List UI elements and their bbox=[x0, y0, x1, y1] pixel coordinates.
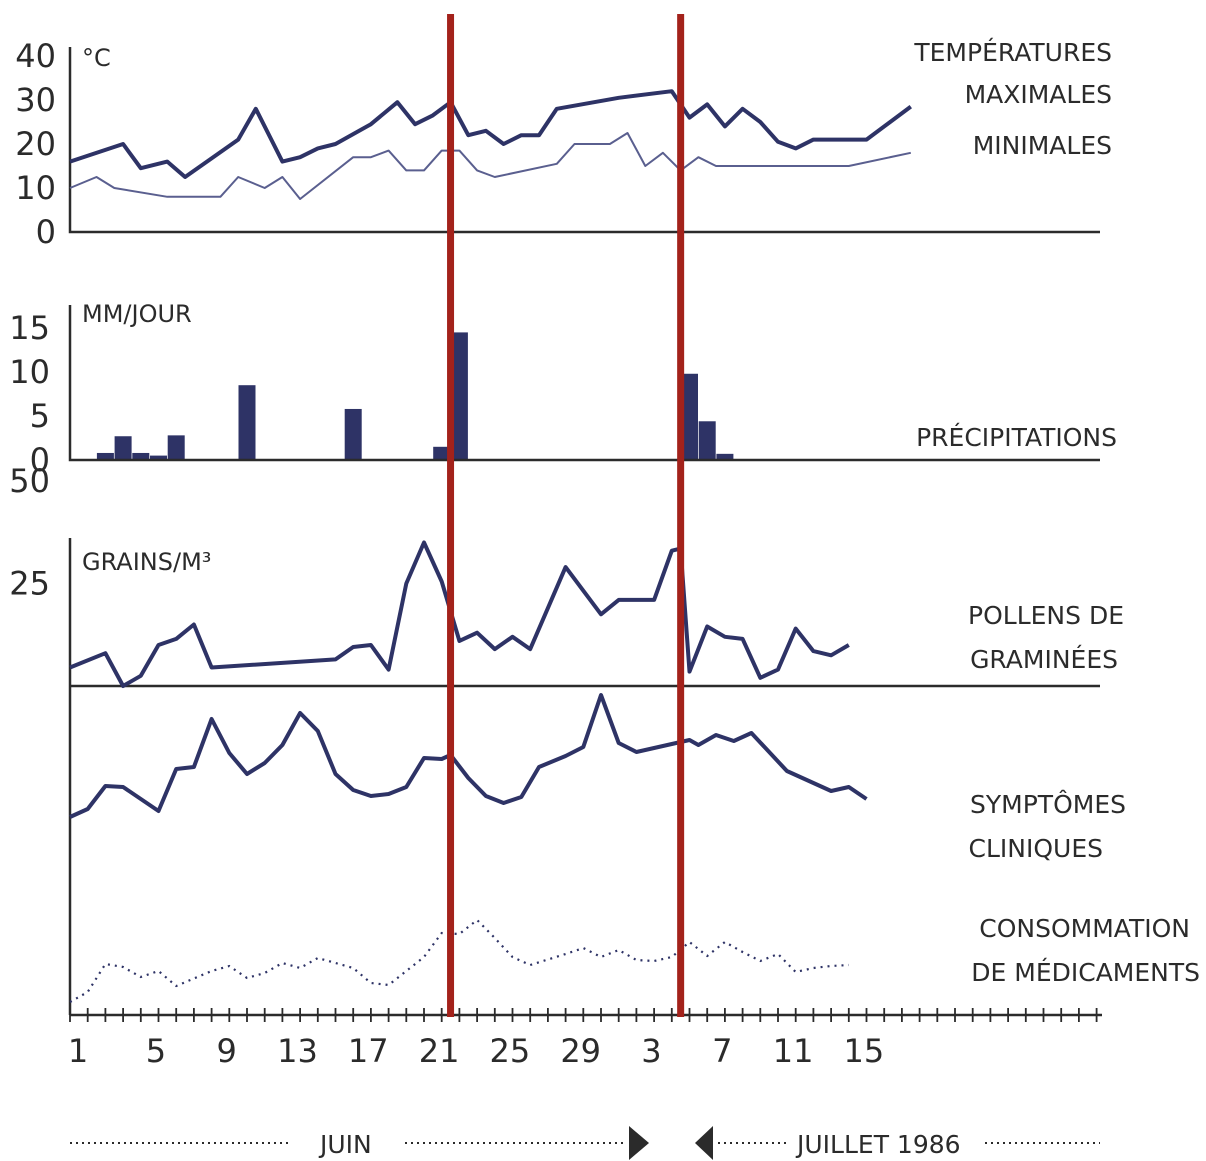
pollen-tick-50: 50 bbox=[9, 462, 50, 500]
symptoms-label-line1: SYMPTÔMES bbox=[970, 789, 1126, 819]
x-tick-label-11-10: 11 bbox=[773, 1032, 814, 1070]
precip-bar-day-23 bbox=[450, 332, 468, 460]
month-june: JUIN bbox=[318, 1130, 372, 1159]
precip-tick-5: 5 bbox=[30, 397, 50, 435]
x-tick-label-17-4: 17 bbox=[348, 1032, 389, 1070]
x-tick-label-7-9: 7 bbox=[712, 1032, 732, 1070]
precip-bar-day-5 bbox=[132, 452, 150, 460]
precip-bar-day-7 bbox=[167, 435, 185, 460]
temp-tick-40: 40 bbox=[15, 37, 56, 75]
health-panel: GRAINS/M³ 25 50 POLLENS DE GRAMINÉES SYMP… bbox=[9, 462, 1200, 1015]
pollen-unit-label: GRAINS/M³ bbox=[82, 548, 211, 576]
x-tick-label-1-0: 1 bbox=[68, 1032, 88, 1070]
precipitation-panel: MM/JOUR 0 5 10 15 PRÉCIPITATIONS bbox=[9, 300, 1117, 479]
legend-maximales: MAXIMALES bbox=[965, 80, 1112, 109]
x-tick-label-3-8: 3 bbox=[641, 1032, 661, 1070]
legend-minimales: MINIMALES bbox=[973, 131, 1112, 160]
precip-bar-day-22 bbox=[433, 446, 451, 460]
precip-bars bbox=[96, 332, 734, 460]
series-line-medicaments bbox=[69, 918, 849, 1003]
medication-label-line1: CONSOMMATION bbox=[979, 914, 1190, 943]
precip-bar-day-36 bbox=[681, 373, 698, 460]
month-legend: JUIN JUILLET 1986 bbox=[70, 1126, 1100, 1160]
pollen-tick-25: 25 bbox=[9, 565, 50, 603]
precip-unit-label: MM/JOUR bbox=[82, 300, 192, 328]
series-line-pollens bbox=[69, 540, 850, 688]
x-tick-label-13-3: 13 bbox=[277, 1032, 318, 1070]
temperature-panel: °C 0 10 20 30 40 TEMPÉRATURES MAXIMALES MINI… bbox=[15, 37, 1112, 251]
x-tick-label-29-7: 29 bbox=[560, 1032, 601, 1070]
x-tick-label-5-1: 5 bbox=[146, 1032, 166, 1070]
month-july: JUILLET 1986 bbox=[795, 1130, 961, 1159]
precip-axis bbox=[68, 305, 1100, 462]
precip-bar-day-4 bbox=[114, 436, 132, 460]
temp-unit-label: °C bbox=[82, 44, 111, 72]
july-arrow-icon bbox=[695, 1126, 713, 1160]
precip-bar-day-38 bbox=[716, 453, 734, 460]
series-line-maximales bbox=[69, 89, 912, 179]
x-tick-label-21-5: 21 bbox=[419, 1032, 460, 1070]
precip-bar-day-37 bbox=[698, 421, 716, 460]
precip-tick-0: 0 bbox=[30, 441, 50, 479]
temp-tick-30: 30 bbox=[15, 81, 56, 119]
precip-bar-day-3 bbox=[96, 452, 114, 460]
x-axis: 1 5 9 13 17 21 25 29 3 7 11 15 bbox=[68, 1008, 1102, 1070]
precip-bar-day-17 bbox=[344, 408, 362, 460]
temp-axis bbox=[68, 47, 1100, 234]
precip-bar-day-11 bbox=[238, 385, 256, 460]
temperatures-title: TEMPÉRATURES bbox=[913, 38, 1112, 67]
series-line-symptomes bbox=[69, 693, 868, 819]
precipitation-label: PRÉCIPITATIONS bbox=[916, 423, 1117, 452]
precip-tick-10: 10 bbox=[9, 353, 50, 391]
medication-label-line2: DE MÉDICAMENTS bbox=[971, 958, 1200, 987]
x-tick-label-15-11: 15 bbox=[844, 1032, 885, 1070]
symptoms-label-line2: CLINIQUES bbox=[969, 834, 1103, 863]
precip-y-ticks: 0 5 10 15 bbox=[9, 309, 50, 479]
pollen-y-ticks: 25 50 bbox=[9, 462, 50, 603]
precip-bar-day-6 bbox=[150, 455, 167, 460]
temp-y-ticks: 0 10 20 30 40 bbox=[15, 37, 56, 251]
pollen-axis bbox=[68, 538, 1100, 1015]
pollen-label-line1: POLLENS DE bbox=[968, 601, 1124, 630]
x-tick-label-25-6: 25 bbox=[490, 1032, 531, 1070]
x-tick-label-9-2: 9 bbox=[217, 1032, 237, 1070]
pollen-label-line2: GRAMINÉES bbox=[970, 645, 1118, 674]
temp-tick-20: 20 bbox=[15, 125, 56, 163]
temp-tick-10: 10 bbox=[15, 169, 56, 207]
temp-tick-0: 0 bbox=[36, 213, 56, 251]
event-markers bbox=[447, 14, 685, 1017]
june-arrow-icon bbox=[629, 1126, 649, 1160]
precip-tick-15: 15 bbox=[9, 309, 50, 347]
